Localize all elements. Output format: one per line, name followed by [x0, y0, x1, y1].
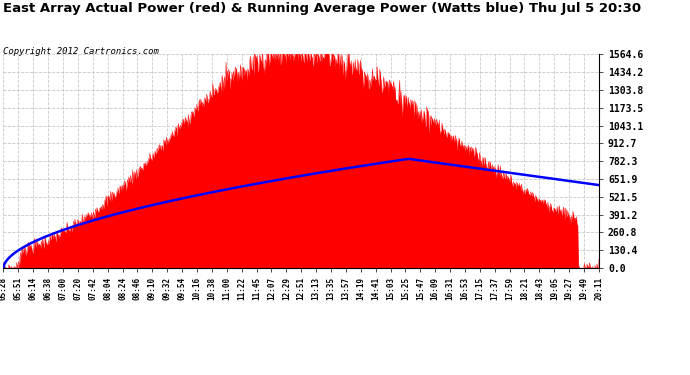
Text: Copyright 2012 Cartronics.com: Copyright 2012 Cartronics.com: [3, 47, 159, 56]
Text: East Array Actual Power (red) & Running Average Power (Watts blue) Thu Jul 5 20:: East Array Actual Power (red) & Running …: [3, 2, 642, 15]
